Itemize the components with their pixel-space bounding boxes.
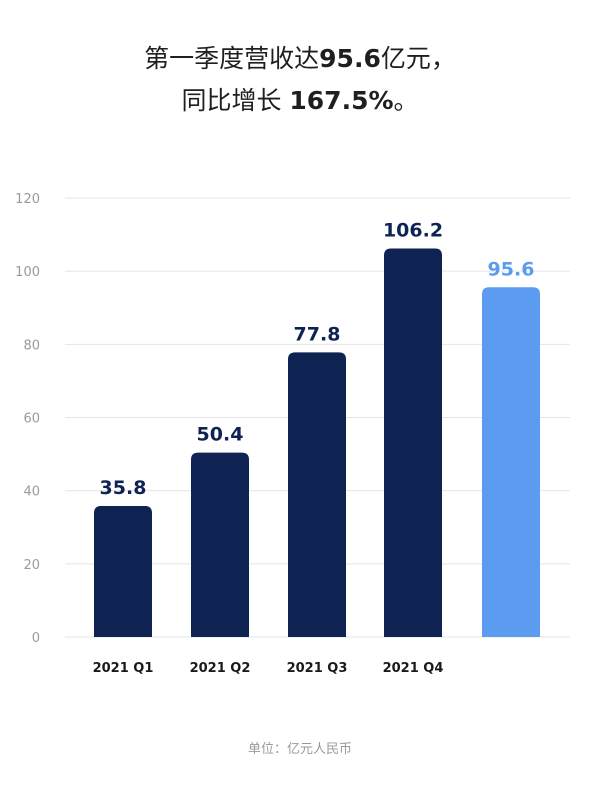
x-category-label: 2021 Q1 [93, 661, 154, 676]
headline-growth-value: 167.5% [289, 86, 394, 115]
bar-value-label: 106.2 [383, 219, 443, 241]
y-tick-label: 120 [15, 192, 40, 207]
x-category-label: 2021 Q2 [190, 661, 251, 676]
headline-line2-suffix: 。 [393, 86, 419, 115]
bar-2021-q4 [384, 248, 442, 638]
bar-2021-q1 [94, 506, 152, 637]
bar-2021-q3 [288, 352, 346, 637]
y-tick-label: 60 [23, 412, 40, 427]
bar-value-label: 95.6 [488, 258, 535, 280]
x-category-label: 2021 Q4 [383, 661, 444, 676]
y-tick-label: 80 [23, 338, 40, 353]
y-tick-label: 40 [23, 485, 40, 500]
headline-line2-prefix: 同比增长 [181, 86, 290, 115]
unit-note: 单位：亿元人民币 [247, 742, 352, 757]
headline-revenue-value: 95.6 [319, 44, 381, 73]
bar-value-label: 50.4 [197, 424, 244, 446]
headline-line-1: 第一季度营收达95.6亿元， [0, 42, 600, 76]
y-tick-label: 100 [15, 265, 40, 280]
headline-line-2: 同比增长 167.5%。 [0, 84, 600, 118]
y-tick-label: 0 [32, 631, 40, 646]
headline-line1-prefix: 第一季度营收达 [144, 44, 320, 73]
revenue-bar-chart: 0 20 40 60 80 100 120 35.8 2021 Q1 50.4 2021 Q2 77.… [15, 192, 570, 676]
bar-highlight [482, 287, 540, 637]
x-category-label: 2021 Q3 [287, 661, 348, 676]
bar-value-label: 35.8 [100, 477, 147, 499]
y-tick-label: 20 [23, 558, 40, 573]
bar-value-label: 77.8 [294, 323, 341, 345]
bar-2021-q2 [191, 452, 249, 637]
headline-line1-suffix: 亿元， [380, 44, 456, 73]
